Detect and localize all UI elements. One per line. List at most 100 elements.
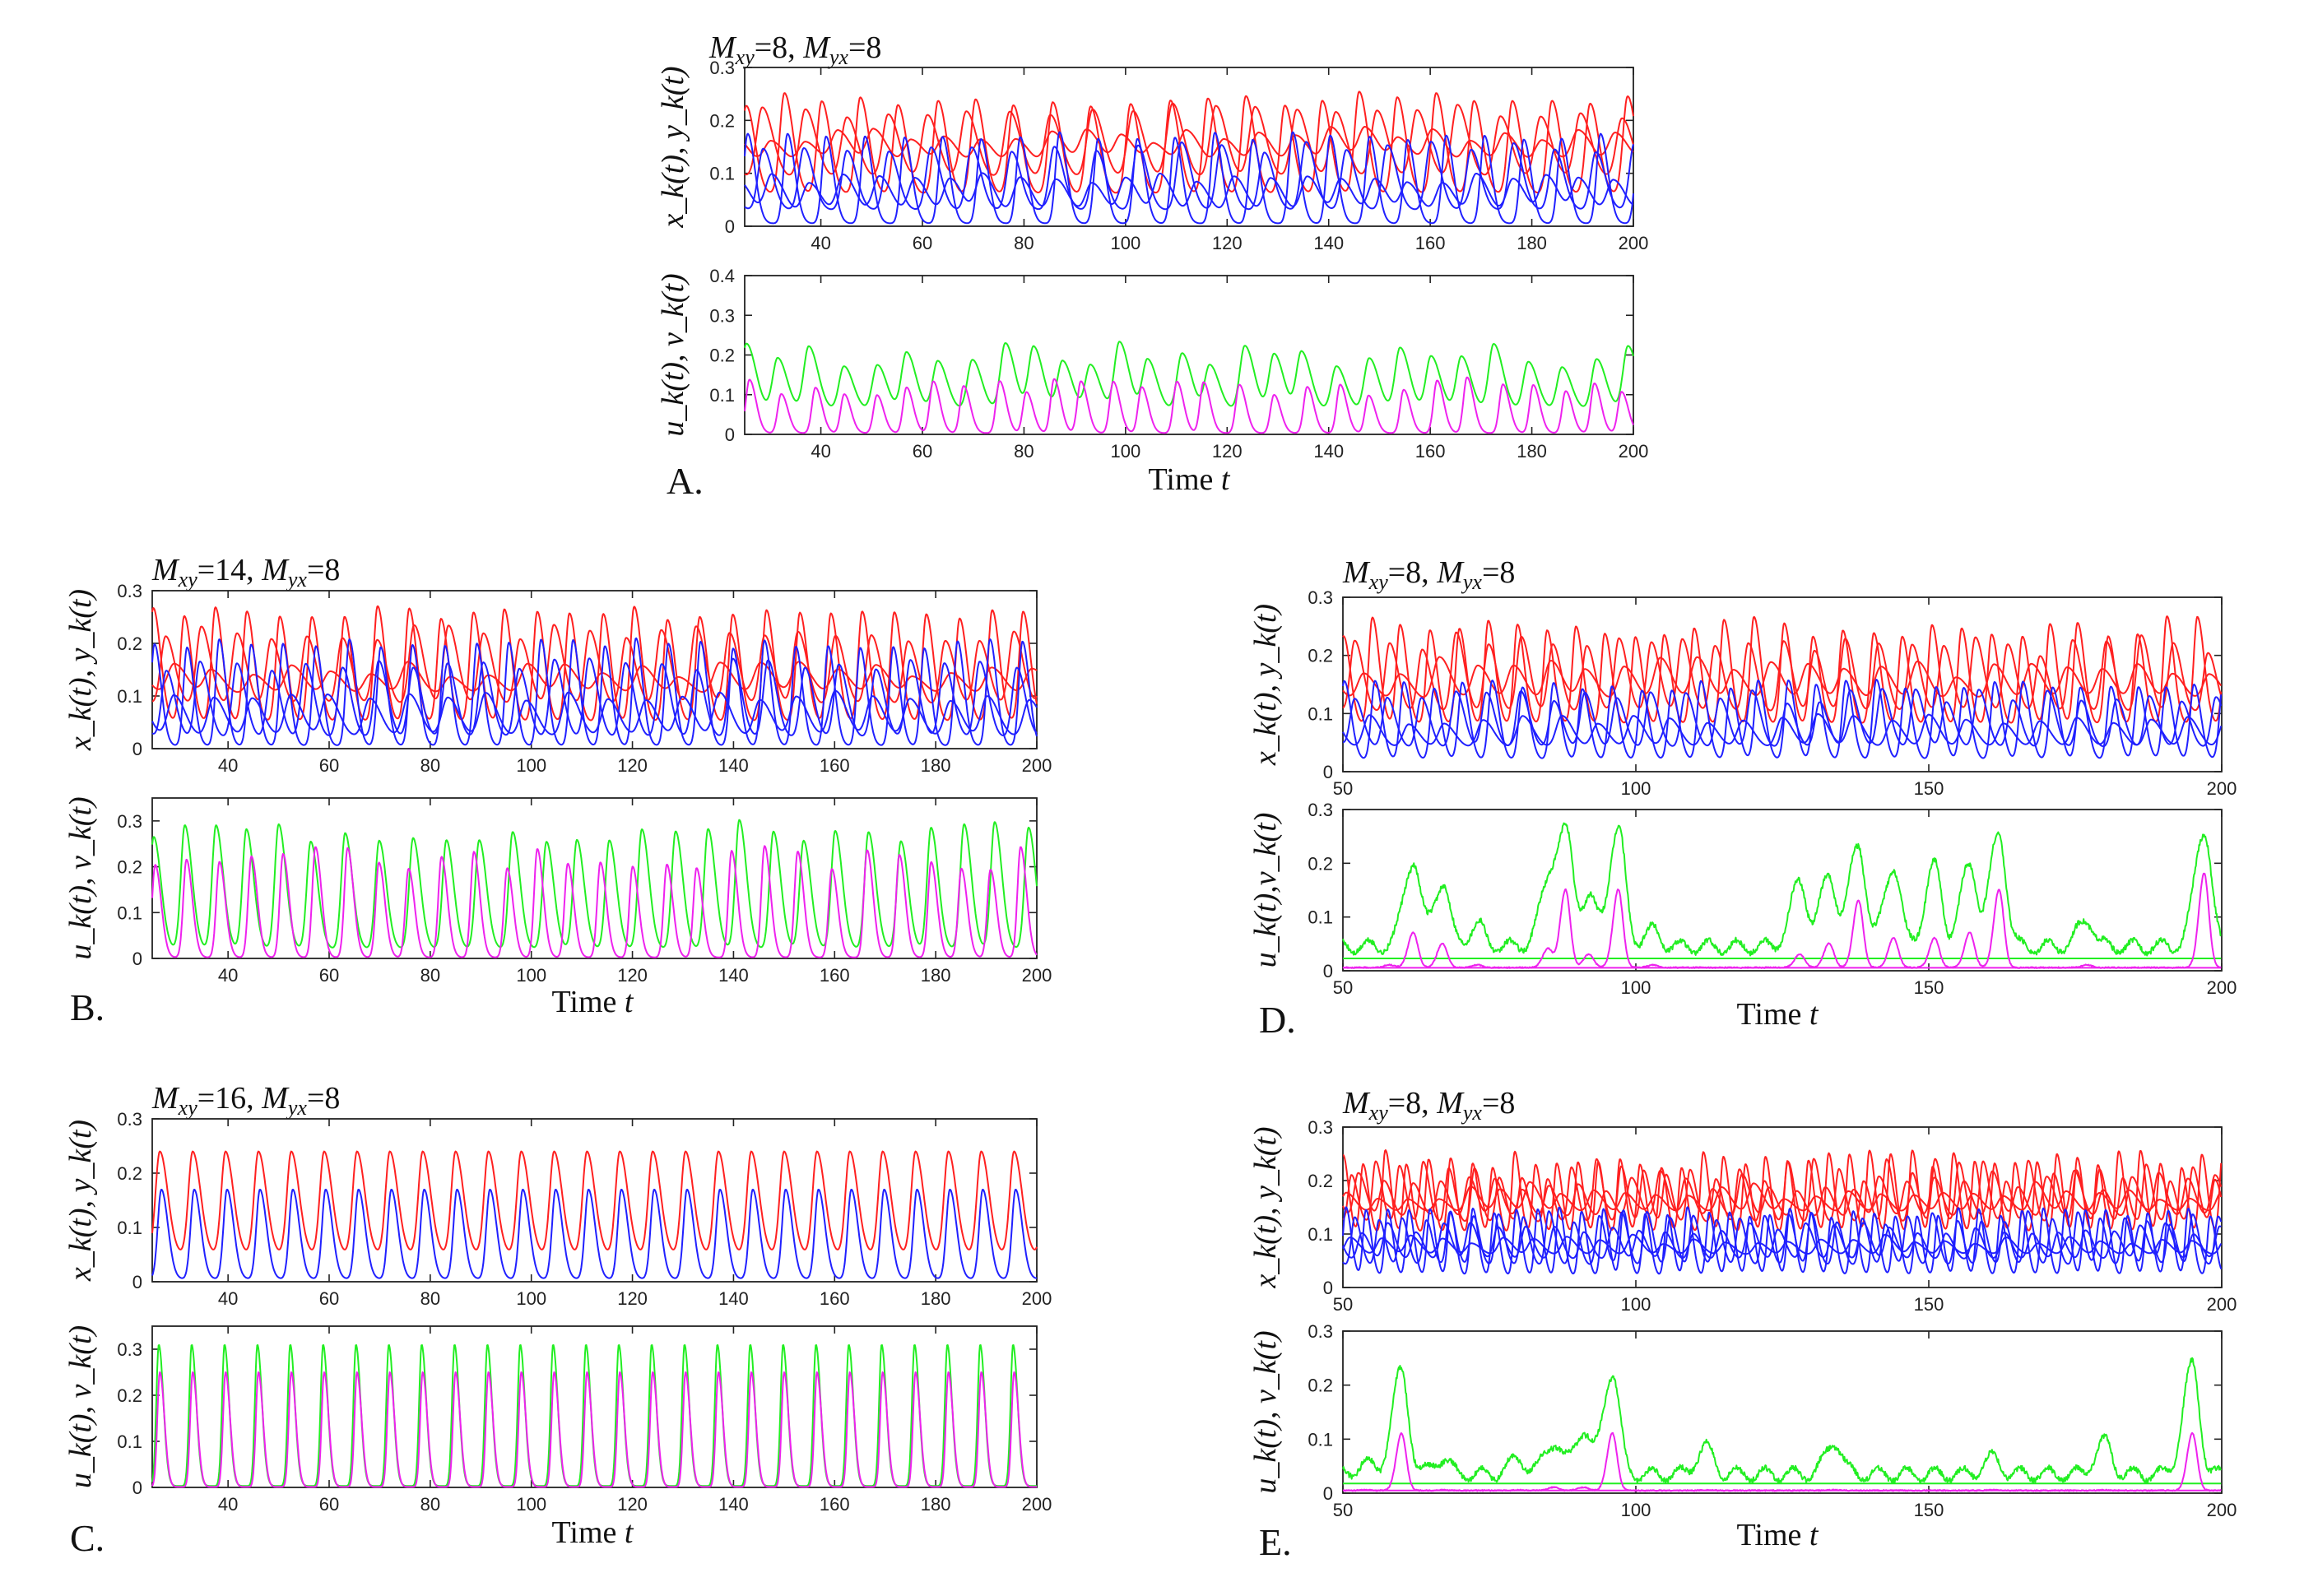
y-tick-label: 0.1 xyxy=(1308,1429,1333,1450)
x-tick-label: 100 xyxy=(1110,441,1140,462)
y-tick-label: 0.2 xyxy=(1308,1376,1333,1396)
panel-B-top-ylabel: x_k(t), y_k(t) xyxy=(63,589,98,751)
y-tick-label: 0.1 xyxy=(117,1218,142,1238)
y-tick-label: 0.1 xyxy=(117,902,142,923)
series-line-x_k xyxy=(151,605,1038,721)
panel-C-xlabel: Time t xyxy=(552,1515,634,1550)
series-line-y_k xyxy=(1342,1233,2223,1255)
panel-C-letter: C. xyxy=(70,1517,105,1559)
y-tick-label: 0.2 xyxy=(117,1385,142,1406)
y-tick-label: 0.1 xyxy=(709,164,735,184)
x-tick-label: 120 xyxy=(617,965,648,986)
x-tick-label: 140 xyxy=(718,1494,749,1515)
x-tick-label: 180 xyxy=(921,755,951,776)
y-tick-label: 0 xyxy=(1323,961,1333,981)
y-tick-label: 0.3 xyxy=(1308,587,1333,608)
y-tick-label: 0.2 xyxy=(709,346,735,366)
x-tick-label: 180 xyxy=(921,1494,951,1515)
series-line-x_k xyxy=(744,90,1634,194)
y-tick-label: 0.2 xyxy=(1308,646,1333,666)
y-tick-label: 0.3 xyxy=(117,811,142,832)
y-tick-label: 0 xyxy=(725,216,735,237)
x-tick-label: 200 xyxy=(1619,233,1649,253)
x-tick-label: 60 xyxy=(913,233,932,253)
series-line-y_k xyxy=(1342,679,2223,759)
x-tick-label: 140 xyxy=(718,755,749,776)
panel-A-top-axes: 40 60 80 100 120 140 160 180 200 0 0.1 0.2 0.3 x_k(t)… xyxy=(656,58,1648,253)
panel-A-title: Mxy=8, Myx=8 xyxy=(708,30,881,69)
panel-E: Mxy=8, Myx=8 50 100 150 200 0 0.1 0.2 0.3 x_k(t),… xyxy=(1248,1086,2237,1563)
panel-E-top-axes: 50 100 150 200 0 0.1 0.2 0.3 x_k(t), y_k(t) xyxy=(1248,1117,2237,1315)
y-tick-label: 0.1 xyxy=(117,1431,142,1452)
x-tick-label: 100 xyxy=(516,755,546,776)
x-tick-label: 50 xyxy=(1333,1294,1353,1315)
panel-E-bottom-axes-frame xyxy=(1342,1330,2223,1494)
x-tick-label: 50 xyxy=(1333,977,1353,998)
panel-E-title: Mxy=8, Myx=8 xyxy=(1342,1086,1515,1125)
x-tick-label: 100 xyxy=(1110,233,1140,253)
x-tick-label: 180 xyxy=(921,1288,951,1309)
series-line-v_k xyxy=(151,1371,1038,1488)
panel-C-title: Mxy=16, Myx=8 xyxy=(151,1081,340,1120)
y-tick-label: 0.3 xyxy=(709,58,735,78)
panel-D-bottom-axes-frame xyxy=(1342,809,2223,972)
y-tick-label: 0.1 xyxy=(117,686,142,707)
panel-D: Mxy=8, Myx=8 50 100 150 200 0 0.1 0.2 0.3 x_k(t),… xyxy=(1248,555,2237,1041)
series-line-v_k xyxy=(1342,1431,2222,1492)
panel-A-xlabel: Time t xyxy=(1149,462,1231,497)
x-tick-label: 120 xyxy=(1212,233,1243,253)
panel-E-bottom-axes: 50 100 150 200 0 0.1 0.2 0.3 u_k(t), v_k(t) xyxy=(1248,1321,2237,1520)
x-tick-label: 200 xyxy=(1022,1494,1052,1515)
panel-C: Mxy=16, Myx=8 40 60 80 100 120 140 160 180 200 0 0.… xyxy=(63,1081,1052,1559)
series-line-x_k xyxy=(744,102,1634,176)
x-tick-label: 100 xyxy=(1621,1500,1651,1520)
x-tick-label: 150 xyxy=(1914,1294,1944,1315)
panel-B: Mxy=14, Myx=8 40 60 80 100 120 140 160 180 200 0 0.… xyxy=(63,553,1052,1028)
x-tick-label: 80 xyxy=(420,965,440,986)
x-tick-label: 160 xyxy=(1415,233,1446,253)
series-line-x_k xyxy=(1342,615,2223,724)
y-tick-label: 0.1 xyxy=(1308,703,1333,724)
series-line-v_k xyxy=(151,845,1038,958)
series-line-y_k xyxy=(151,1189,1038,1279)
panel-D-bottom-axes: 50 100 150 200 0 0.1 0.2 0.3 u_k(t),v_k(t) xyxy=(1248,800,2237,998)
series-line-y_k xyxy=(1342,1222,2222,1260)
panel-D-letter: D. xyxy=(1259,999,1296,1041)
series-line-u_k xyxy=(1342,822,2222,957)
x-tick-label: 60 xyxy=(319,965,339,986)
series-line-x_k xyxy=(1342,1181,2222,1212)
series-line-y_k xyxy=(151,637,1038,746)
x-tick-label: 100 xyxy=(516,965,546,986)
x-tick-label: 140 xyxy=(1313,441,1344,462)
x-tick-label: 200 xyxy=(2207,1294,2237,1315)
y-tick-label: 0.2 xyxy=(117,857,142,878)
y-tick-label: 0.2 xyxy=(117,633,142,654)
panel-D-title: Mxy=8, Myx=8 xyxy=(1342,555,1515,594)
y-tick-label: 0.2 xyxy=(117,1163,142,1184)
x-tick-label: 60 xyxy=(319,1288,339,1309)
panel-E-letter: E. xyxy=(1259,1521,1292,1563)
x-tick-label: 80 xyxy=(1014,233,1034,253)
y-tick-label: 0 xyxy=(132,739,142,759)
x-tick-label: 40 xyxy=(811,441,830,462)
y-tick-label: 0.3 xyxy=(117,1109,142,1130)
x-tick-label: 160 xyxy=(820,1494,850,1515)
y-tick-label: 0.4 xyxy=(709,266,735,286)
x-tick-label: 160 xyxy=(820,755,850,776)
y-tick-label: 0.2 xyxy=(1308,853,1333,874)
panel-D-xlabel: Time t xyxy=(1737,997,1819,1032)
panel-D-top-axes: 50 100 150 200 0 0.1 0.2 0.3 x_k(t), y_k(t) xyxy=(1248,587,2237,799)
y-tick-label: 0 xyxy=(1323,1483,1333,1504)
x-tick-label: 80 xyxy=(420,755,440,776)
x-tick-label: 150 xyxy=(1914,1500,1944,1520)
panel-B-bottom-ylabel: u_k(t), v_k(t) xyxy=(63,796,98,959)
x-tick-label: 160 xyxy=(820,965,850,986)
y-tick-label: 0.3 xyxy=(1308,800,1333,820)
x-tick-label: 40 xyxy=(218,965,238,986)
x-tick-label: 200 xyxy=(1619,441,1649,462)
series-line-x_k xyxy=(1342,1169,2223,1217)
panel-E-bottom-ylabel: u_k(t), v_k(t) xyxy=(1248,1330,1283,1493)
x-tick-label: 50 xyxy=(1333,778,1353,799)
panel-E-xlabel: Time t xyxy=(1737,1518,1819,1552)
panel-B-xlabel: Time t xyxy=(552,985,634,1019)
